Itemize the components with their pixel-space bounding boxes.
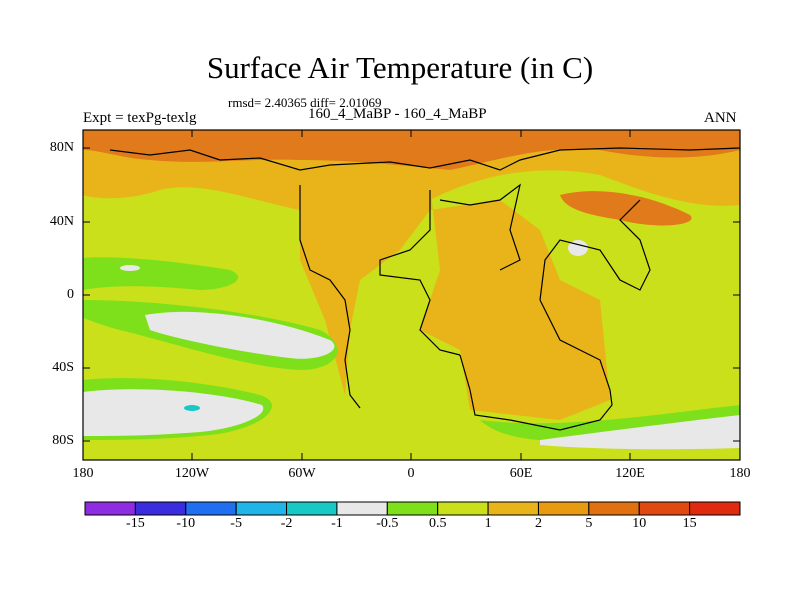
- lon-tick-label: 60E: [509, 466, 533, 481]
- lat-tick-label: 0: [67, 287, 74, 302]
- comparison-label: 160_4_MaBP - 160_4_MaBP: [308, 106, 487, 122]
- lon-tick-label: 120W: [174, 466, 210, 481]
- colorbar-swatch: [689, 501, 741, 516]
- colorbar-label: -10: [176, 516, 196, 531]
- field-neutral-spot-a: [120, 265, 140, 271]
- colorbar-label: 2: [534, 516, 542, 531]
- colorbar-label: 0.5: [428, 516, 447, 531]
- colorbar-label: -1: [331, 516, 343, 531]
- field-neutral-spot-b: [568, 240, 588, 256]
- axis-ticks: [83, 130, 740, 460]
- lon-tick-label: 0: [407, 466, 415, 481]
- lat-tick-label: 80S: [52, 433, 74, 448]
- colorbar-swatch: [235, 501, 288, 516]
- field-cool-southeast: [480, 405, 740, 440]
- field-cold-spot: [184, 405, 200, 411]
- colorbar-swatch: [487, 501, 539, 516]
- lat-tick-label: 40S: [52, 360, 74, 375]
- colorbar-swatch: [185, 501, 237, 516]
- field-neutral-south: [83, 389, 264, 436]
- field-cool-tropics-north: [83, 257, 239, 290]
- colorbar-label: -2: [280, 516, 293, 531]
- lat-tick-label: 80N: [49, 140, 74, 155]
- colorbar-swatch: [286, 501, 338, 516]
- field-warm-continent: [300, 180, 610, 420]
- colorbar-label: 10: [632, 516, 647, 531]
- lon-tick-label: 60W: [288, 466, 316, 481]
- map-title: Surface Air Temperature (in C): [206, 50, 594, 85]
- colorbar-swatch: [386, 501, 439, 516]
- colorbar-label: 1: [484, 516, 492, 531]
- lon-tick-label: 180: [72, 466, 94, 481]
- colorbar-swatch: [84, 501, 136, 516]
- temperature-field: [83, 130, 740, 460]
- colorbar-swatch: [437, 501, 489, 516]
- field-neutral-southeast: [540, 415, 740, 450]
- colorbar-swatch: [537, 501, 590, 516]
- season-label: ANN: [704, 110, 737, 126]
- stats-line: rmsd= 2.40365 diff= 2.01069: [228, 95, 382, 110]
- colorbar-swatch: [638, 501, 691, 516]
- field-warm-asia: [560, 191, 692, 226]
- colorbar-swatch: [336, 501, 388, 516]
- colorbar-swatch: [588, 501, 640, 516]
- colorbar: [84, 501, 741, 516]
- lon-tick-label: 120E: [615, 466, 645, 481]
- colorbar-label: -5: [230, 516, 242, 531]
- lat-tick-label: 40N: [49, 214, 74, 229]
- colorbar-label: 5: [585, 516, 593, 531]
- experiment-label: Expt = texPg-texlg: [83, 110, 197, 126]
- field-neutral-pacific: [145, 311, 335, 359]
- colorbar-label: -0.5: [376, 516, 399, 531]
- field-warm-arctic: [83, 130, 740, 170]
- colorbar-label: -15: [126, 516, 145, 531]
- lon-tick-label: 180: [729, 466, 751, 481]
- colorbar-swatch: [134, 501, 187, 516]
- colorbar-label: 15: [682, 516, 697, 531]
- coastline-outline: [109, 147, 740, 431]
